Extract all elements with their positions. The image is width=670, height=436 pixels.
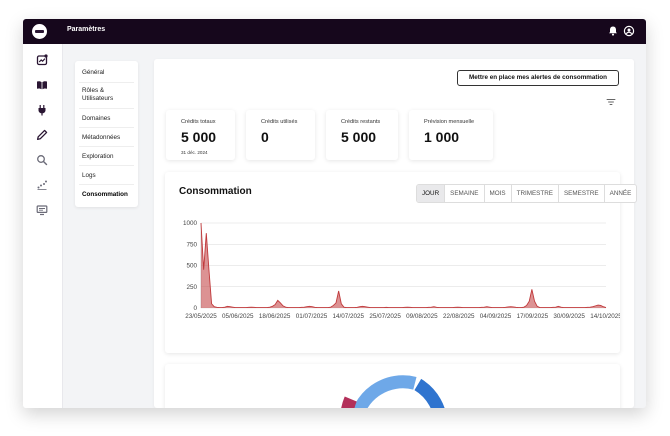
account-icon[interactable] <box>623 25 635 37</box>
icon-sidebar <box>23 44 63 408</box>
period-button-semester[interactable]: SEMESTRE <box>558 185 605 202</box>
bell-icon[interactable] <box>607 25 619 37</box>
x-tick-label: 14/07/2025 <box>333 313 365 320</box>
donut-chart <box>341 375 445 408</box>
divider <box>79 82 134 83</box>
period-button-day[interactable]: JOUR <box>417 185 446 202</box>
y-tick-label: 250 <box>186 284 197 291</box>
period-button-month[interactable]: MOIS <box>484 185 512 202</box>
donut-segment <box>353 375 417 408</box>
divider <box>79 184 134 185</box>
stat-label: Crédits totaux <box>181 119 216 125</box>
x-tick-label: 30/09/2025 <box>553 313 585 320</box>
divider <box>79 108 134 109</box>
main-panel: Mettre en place mes alertes de consommat… <box>154 59 638 408</box>
period-button-year[interactable]: ANNÉE <box>604 185 637 202</box>
consumption-chart: 0 250 500 750 1000 23/05/2025 05/06/2025 18/06/… <box>183 220 620 320</box>
x-tick-label: 17/09/2025 <box>517 313 549 320</box>
x-tick-label: 25/07/2025 <box>369 313 401 320</box>
divider <box>79 146 134 147</box>
subnav-item-domains[interactable]: Domaines <box>82 115 111 122</box>
stat-value: 5 000 <box>341 129 377 145</box>
period-selector: JOUR SEMAINE MOIS TRIMESTRE SEMESTRE ANN… <box>416 184 638 203</box>
stat-card-monthly-forecast: Prévision mensuelle 1 000 <box>409 110 493 160</box>
search-icon[interactable] <box>36 154 48 166</box>
x-tick-label: 04/09/2025 <box>480 313 512 320</box>
y-tick-label: 1000 <box>183 220 198 227</box>
subnav-item-roles[interactable]: Rôles & <box>82 87 105 94</box>
x-tick-label: 22/08/2025 <box>443 313 475 320</box>
stat-label: Crédits restants <box>341 119 381 125</box>
y-tick-label: 0 <box>193 305 197 312</box>
stat-value: 1 000 <box>424 129 460 145</box>
logo[interactable] <box>32 24 47 39</box>
period-button-week[interactable]: SEMAINE <box>445 185 485 202</box>
stat-card-total-credits: Crédits totaux 5 000 31 déc. 2024 <box>166 110 235 160</box>
pen-icon[interactable] <box>36 129 48 141</box>
subnav-item-users[interactable]: Utilisateurs <box>82 95 114 102</box>
scatter-icon[interactable] <box>36 179 48 191</box>
chart-icon[interactable] <box>36 54 48 66</box>
book-icon[interactable] <box>36 79 48 91</box>
stat-value: 5 000 <box>181 129 217 145</box>
stat-card-remaining-credits: Crédits restants 5 000 <box>326 110 398 160</box>
x-tick-label: 23/05/2025 <box>185 313 217 320</box>
donut-segment <box>341 396 357 408</box>
divider <box>79 165 134 166</box>
x-tick-label: 14/10/2025 <box>590 313 620 320</box>
stat-label: Crédits utilisés <box>261 119 298 125</box>
consumption-title: Consommation <box>179 186 252 197</box>
stat-card-used-credits: Crédits utilisés 0 <box>246 110 315 160</box>
period-button-quarter[interactable]: TRIMESTRE <box>511 185 559 202</box>
setup-alerts-button[interactable]: Mettre en place mes alertes de consommat… <box>457 70 619 86</box>
subnav-item-exploration[interactable]: Exploration <box>82 153 114 160</box>
subnav-item-consumption[interactable]: Consommation <box>82 191 128 198</box>
x-tick-label: 09/08/2025 <box>406 313 438 320</box>
subnav-item-general[interactable]: Général <box>82 69 105 76</box>
x-tick-label: 05/06/2025 <box>222 313 254 320</box>
settings-subnav: Général Rôles & Utilisateurs Domaines Mé… <box>75 61 138 207</box>
stat-label: Prévision mensuelle <box>424 119 475 125</box>
stat-date: 31 déc. 2024 <box>181 150 208 155</box>
plug-icon[interactable] <box>36 104 48 116</box>
series-line <box>200 222 607 309</box>
x-tick-label: 18/06/2025 <box>259 313 291 320</box>
y-tick-label: 750 <box>186 241 197 248</box>
monitor-icon[interactable] <box>36 204 48 216</box>
app-window: Paramètres <box>23 19 646 408</box>
x-tick-label: 01/07/2025 <box>296 313 328 320</box>
filter-icon[interactable] <box>606 97 616 107</box>
donut-segment <box>414 378 445 408</box>
donut-card <box>165 364 620 408</box>
consumption-card: Consommation JOUR SEMAINE MOIS TRIMESTRE… <box>165 172 638 353</box>
page-title: Paramètres <box>67 26 106 33</box>
stat-value: 0 <box>261 129 269 145</box>
divider <box>79 127 134 128</box>
subnav-item-logs[interactable]: Logs <box>82 172 96 179</box>
y-tick-label: 500 <box>186 263 197 270</box>
subnav-item-metadata[interactable]: Métadonnées <box>82 134 121 141</box>
top-bar: Paramètres <box>23 19 646 44</box>
